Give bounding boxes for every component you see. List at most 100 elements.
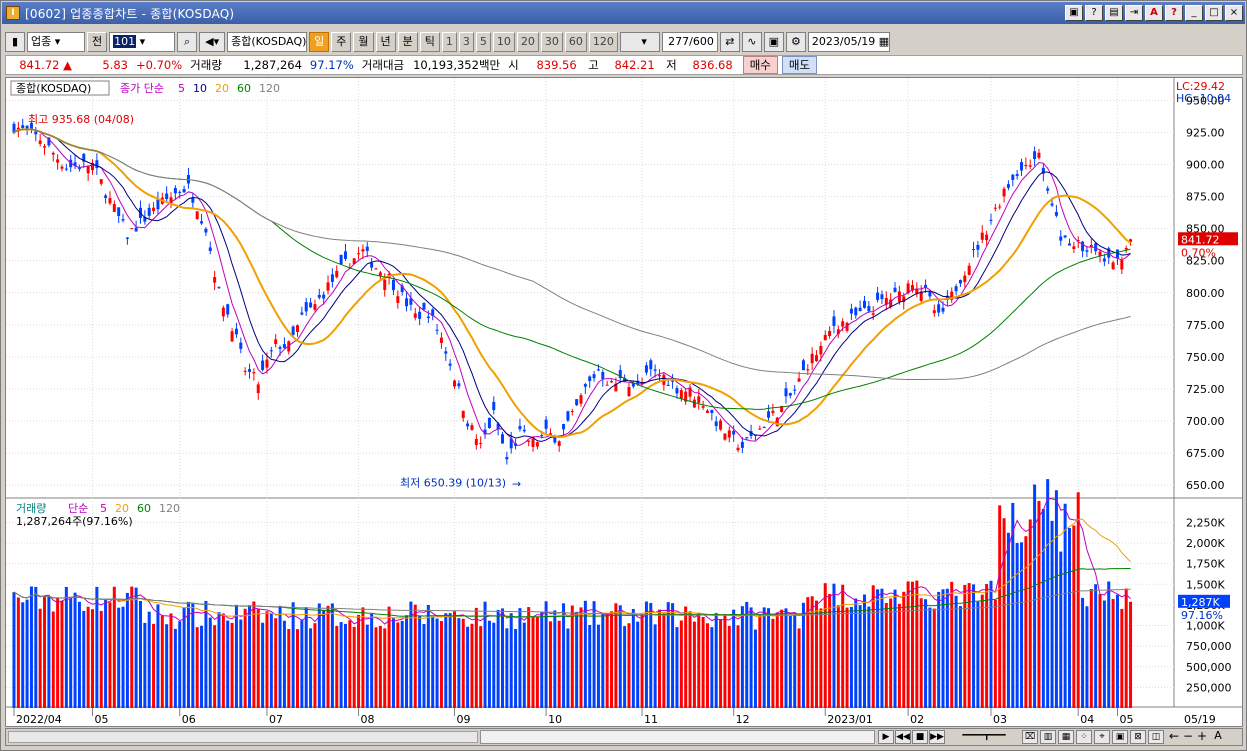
crosshair-icon[interactable]: ⌖ — [1094, 730, 1110, 744]
minute-20-button[interactable]: 20 — [516, 32, 539, 52]
price-ma-line — [13, 128, 1131, 381]
auto-scale-icon[interactable]: A — [1214, 729, 1222, 742]
volume-bar — [976, 601, 980, 708]
prev-button[interactable]: 전 — [87, 32, 108, 52]
gear-icon[interactable]: ⚙ — [785, 32, 806, 52]
volume-bar — [836, 605, 840, 708]
close-button[interactable]: × — [1225, 5, 1243, 21]
price-candle-body — [261, 360, 265, 370]
price-tick-label: 650.00 — [1186, 479, 1225, 492]
volume-bar — [780, 609, 784, 708]
volume-bar — [1006, 532, 1010, 708]
custom-minute-select[interactable]: ▾ — [619, 32, 660, 52]
scroll-end-icon[interactable]: ▶▶ — [929, 730, 945, 744]
save-icon[interactable]: ▣ — [763, 32, 784, 52]
chart-settings-icon[interactable]: ▮ — [5, 32, 25, 52]
camera-icon[interactable]: ◫ — [1148, 730, 1164, 744]
zoom-out-icon[interactable]: − — [1182, 729, 1194, 743]
price-candle-body — [531, 438, 535, 447]
volume-bar — [470, 623, 474, 708]
scroll-track[interactable] — [8, 731, 478, 743]
minute-3-button[interactable]: 3 — [458, 32, 474, 52]
scroll-start-icon[interactable]: ◀◀ — [895, 730, 911, 744]
sell-button[interactable]: 매도 — [781, 56, 818, 74]
grid-icon[interactable]: ▦ — [1058, 730, 1074, 744]
minute-1-button[interactable]: 1 — [441, 32, 457, 52]
date-input[interactable]: 2023/05/19 ▦ — [807, 32, 890, 52]
window-title: [0602] 업종종합차트 - 종합(KOSDAQ) — [25, 6, 235, 21]
volume-bar — [601, 613, 605, 708]
scroll-right-icon[interactable]: ▶ — [878, 730, 894, 744]
minute-10-button[interactable]: 10 — [492, 32, 515, 52]
stop-icon[interactable]: ■ — [912, 730, 928, 744]
price-candle-body — [339, 254, 343, 265]
copy-icon[interactable]: ▣ — [1112, 730, 1128, 744]
link-icon[interactable]: ⊠ — [1130, 730, 1146, 744]
volume-bar — [906, 581, 910, 708]
volume-bar — [701, 617, 705, 708]
stock-chart[interactable]: 950.00925.00900.00875.00850.00825.00800.… — [6, 78, 1242, 726]
title-bar[interactable]: I [0602] 업종종합차트 - 종합(KOSDAQ) ▣ ? ▤ ⇥ A ?… — [2, 2, 1245, 24]
period-year-tab[interactable]: 년 — [375, 32, 396, 52]
price-candle-body — [618, 370, 622, 379]
help-window-icon[interactable]: ? — [1085, 5, 1103, 21]
volume-bar — [51, 611, 55, 708]
help-icon[interactable]: ? — [1165, 5, 1183, 21]
period-month-tab[interactable]: 월 — [353, 32, 374, 52]
volume-bar — [234, 604, 238, 708]
chart-scrollbar[interactable]: ▶ ◀◀ ■ ▶▶ ━━━━┳━━━ ⌧ ▥ ▦ ⁘ ⌖ ▣ ⊠ ◫ ← − +… — [5, 728, 1243, 746]
code-input[interactable]: 101 ▾ — [109, 32, 176, 52]
dots-icon[interactable]: ⁘ — [1076, 730, 1092, 744]
minimize-button[interactable]: _ — [1185, 5, 1203, 21]
minute-30-button[interactable]: 30 — [540, 32, 563, 52]
chart-type-icon[interactable]: ⇄ — [719, 32, 740, 52]
price-candle-body — [95, 160, 99, 169]
max-price-label: 최고 935.68 (04/08) — [28, 113, 134, 126]
export-icon[interactable]: ⇥ — [1125, 5, 1143, 21]
price-candle-body — [330, 274, 334, 282]
fit-icon[interactable]: ⌧ — [1022, 730, 1038, 744]
price-candle-body — [980, 232, 984, 240]
price-candle-body — [1028, 165, 1032, 167]
font-icon[interactable]: A — [1145, 5, 1163, 21]
volume-bar — [710, 627, 714, 708]
search-icon[interactable]: ⌕ — [177, 32, 198, 52]
quote-bar: 841.72 ▲ 5.83 +0.70% 거래량 1,287,264 97.17… — [5, 55, 1243, 75]
minute-120-button[interactable]: 120 — [588, 32, 618, 52]
volume-bar — [95, 586, 99, 708]
indicator-icon[interactable]: ∿ — [741, 32, 762, 52]
volume-bar — [25, 599, 29, 708]
period-tick-tab[interactable]: 틱 — [419, 32, 440, 52]
price-ma-line — [13, 128, 1132, 439]
volume-bar — [579, 607, 583, 708]
period-minute-tab[interactable]: 분 — [397, 32, 418, 52]
link-window-icon[interactable]: ▣ — [1065, 5, 1083, 21]
price-candle-body — [976, 244, 980, 250]
volume-bar — [753, 629, 757, 708]
price-candle-body — [374, 268, 378, 270]
layout-icon[interactable]: ▥ — [1040, 730, 1056, 744]
price-candle-body — [492, 401, 496, 411]
price-candle-body — [1059, 236, 1063, 241]
sound-icon[interactable]: ◀▾ — [199, 32, 226, 52]
chart-area[interactable]: 950.00 925.00 900.00 875.00 850.00 825.00 800.… — [5, 77, 1243, 727]
scroll-left-icon[interactable]: ← — [1168, 729, 1180, 743]
price-candle-body — [910, 285, 914, 291]
minute-60-button[interactable]: 60 — [564, 32, 587, 52]
period-day-tab[interactable]: 일 — [309, 32, 330, 52]
scroll-thumb[interactable] — [480, 730, 875, 744]
volume-bar — [1059, 551, 1063, 708]
volume-bar — [457, 618, 461, 708]
zoom-in-icon[interactable]: + — [1196, 729, 1208, 743]
count-input[interactable]: 277/600 — [661, 32, 718, 52]
volume-bar — [239, 619, 243, 708]
volume-bar — [662, 613, 666, 708]
market-select[interactable]: 업종 ▾ — [27, 32, 85, 52]
print-icon[interactable]: ▤ — [1105, 5, 1123, 21]
volume-bar — [692, 621, 696, 708]
zoom-slider[interactable]: ━━━━┳━━━ — [948, 730, 1020, 744]
maximize-button[interactable]: □ — [1205, 5, 1223, 21]
minute-5-button[interactable]: 5 — [475, 32, 491, 52]
period-week-tab[interactable]: 주 — [331, 32, 352, 52]
buy-button[interactable]: 매수 — [742, 56, 778, 74]
